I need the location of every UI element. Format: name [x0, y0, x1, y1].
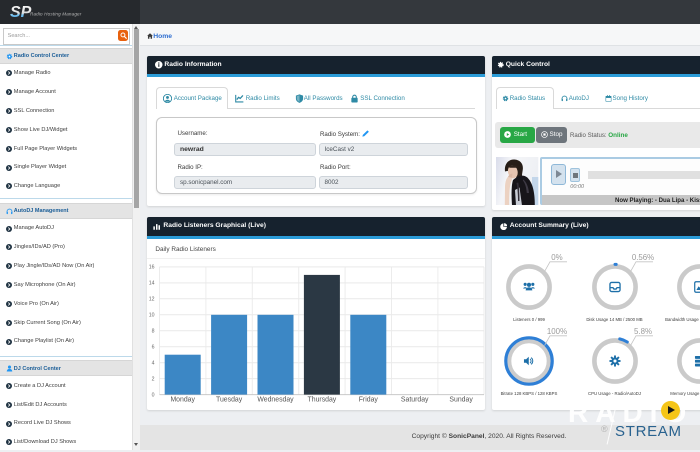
- svg-text:14: 14: [148, 281, 154, 287]
- svg-text:Monday: Monday: [170, 397, 195, 404]
- svg-text:16: 16: [148, 265, 154, 271]
- svg-text:Sunday: Sunday: [449, 397, 473, 404]
- svg-text:2: 2: [151, 377, 154, 383]
- svg-text:Wednesday: Wednesday: [257, 397, 294, 404]
- svg-text:0%: 0%: [551, 253, 562, 262]
- svg-text:12: 12: [148, 297, 154, 303]
- svg-text:Friday: Friday: [358, 397, 378, 404]
- svg-text:Tuesday: Tuesday: [216, 397, 243, 404]
- svg-text:10: 10: [148, 313, 154, 319]
- svg-text:6: 6: [151, 345, 154, 351]
- svg-text:100%: 100%: [547, 327, 567, 336]
- svg-text:Radio Hosting Manager: Radio Hosting Manager: [30, 12, 82, 17]
- svg-text:8: 8: [151, 329, 154, 335]
- svg-text:5.8%: 5.8%: [634, 327, 652, 336]
- svg-text:SP: SP: [10, 4, 32, 21]
- svg-text:4: 4: [151, 361, 154, 367]
- svg-text:Thursday: Thursday: [307, 397, 336, 404]
- svg-text:Saturday: Saturday: [400, 397, 428, 404]
- svg-text:0.56%: 0.56%: [631, 253, 653, 262]
- svg-text:0: 0: [151, 393, 154, 399]
